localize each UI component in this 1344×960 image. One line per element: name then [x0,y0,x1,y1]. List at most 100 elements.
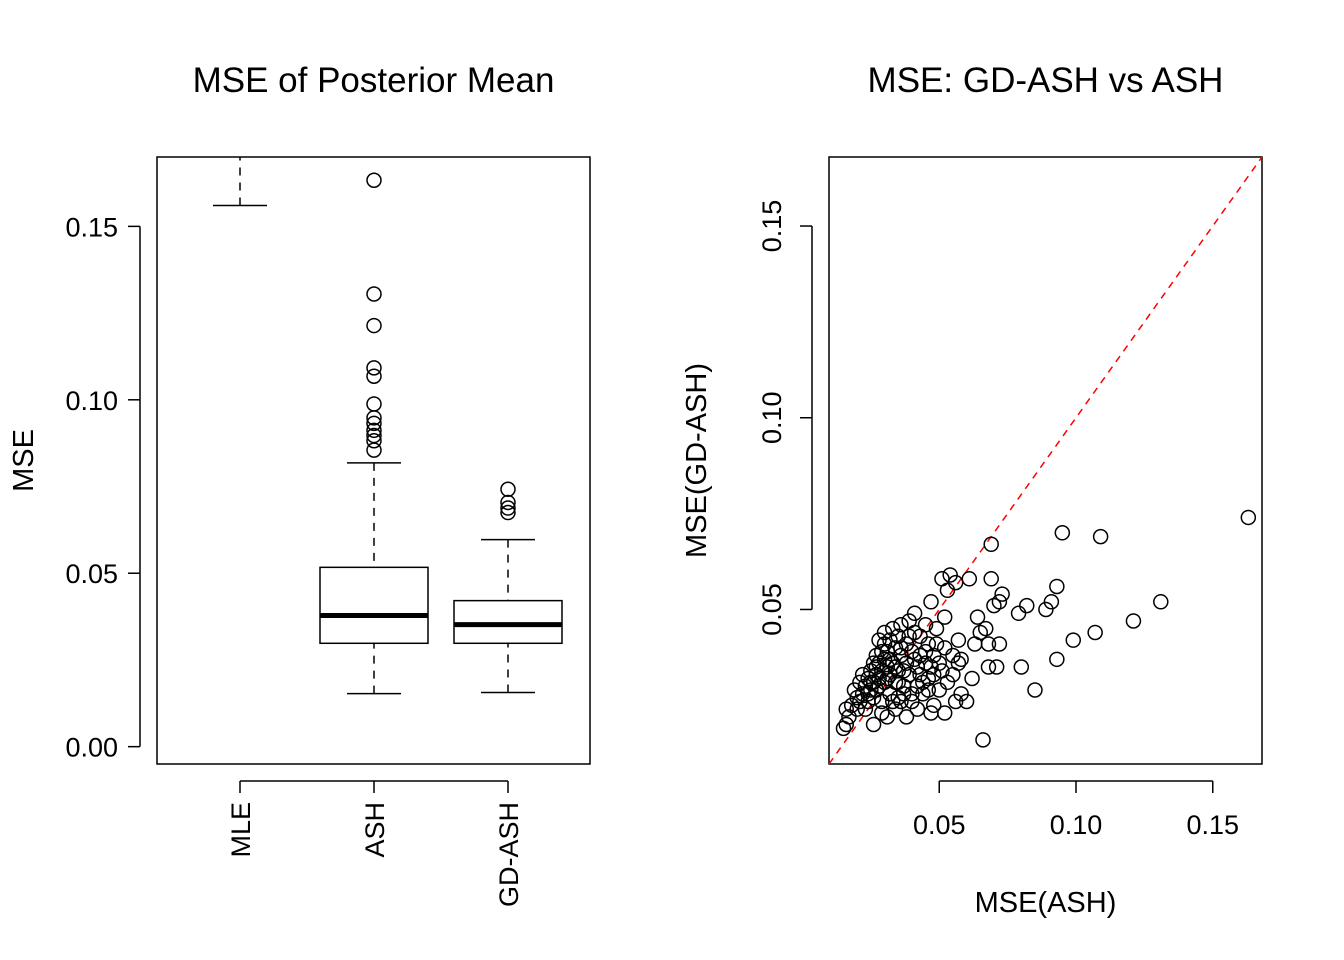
scatter-point [1010,605,1027,622]
scatter-point [934,571,950,587]
y-axis-label: MSE(GD-ASH) [681,363,713,558]
scatter-point [917,643,934,660]
scatter-point [1043,594,1060,610]
scatter-point [967,636,983,652]
outlier-point [366,360,382,376]
scatter-point [860,686,876,702]
x-tick-label: 0.05 [913,810,966,840]
boxplot-panel: MSE of Posterior Mean MSE 0.00 0.05 0.10 0.15… [8,61,591,907]
scatter-point [923,659,939,675]
scatter-point [898,709,915,725]
scatter-point [871,655,887,671]
outlier-point [500,494,516,511]
y-axis-label: MSE [8,429,40,492]
scatter-point [961,571,978,587]
scatter-point [901,628,917,645]
x-tick-label: ASH [360,802,390,858]
box-gd-ash [453,481,563,694]
scatter-point [1027,682,1043,698]
scatter-point [931,682,947,698]
scatter-point [876,624,893,641]
scatter-point [994,586,1010,602]
outlier-point [366,422,382,439]
scatter-point [893,640,909,656]
scatter-point [1125,613,1142,629]
scatter-point [915,674,931,691]
scatter-panel: MSE: GD-ASH vs ASH MSE(ASH) MSE(GD-ASH) 0.0… [681,61,1263,919]
scatter-point [865,716,882,733]
scatter-point [906,651,923,668]
x-tick-label: 0.10 [1050,810,1103,840]
chart-title: MSE of Posterior Mean [193,61,555,100]
scatter-point [923,705,939,721]
scatter-point [871,678,887,694]
outlier-point [500,481,516,498]
scatter-point [926,647,942,664]
scatter-point [849,689,865,706]
outlier-point [500,500,516,516]
scatter-point [893,617,909,633]
scatter-point [1240,509,1257,526]
outlier-point [366,396,382,412]
scatter-point [1065,632,1082,648]
scatter-point [942,567,958,583]
outlier-point [366,368,382,384]
scatter-point [945,647,961,664]
scatter-point [1153,594,1169,610]
scatter-point [936,640,953,656]
box-mle [213,157,267,207]
scatter-point [983,536,999,553]
scatter-point [928,620,945,637]
scatter-point [871,632,887,648]
scatter-point [926,697,942,714]
x-tick-label: MLE [226,802,256,858]
y-tick-label: 0.15 [757,200,787,253]
outlier-point [366,427,382,444]
plot-frame [156,156,591,765]
scatter-point [901,613,917,629]
scatter-point [854,666,871,683]
scatter-point [835,720,852,737]
scatter-point [884,693,901,710]
outlier-point [366,286,382,302]
scatter-point [890,663,906,679]
scatter-point [953,686,969,702]
outlier-point [366,415,382,432]
y-tick-label: 0.00 [65,733,118,763]
outlier-point [500,504,516,521]
scatter-point [939,674,956,691]
points-group [829,157,1262,764]
scatter-point [838,701,854,717]
y-tick-label: 0.10 [757,391,787,444]
scatter-point [912,666,928,683]
y-tick-label: 0.15 [65,212,118,242]
x-tick-label: 0.15 [1186,810,1239,840]
box-iqr [453,599,563,645]
scatter-point [884,620,901,637]
scatter-point [1013,659,1030,675]
scatter-point [945,666,961,683]
scatter-point [893,693,909,710]
x-tick-label: GD-ASH [494,802,524,907]
scatter-point [882,651,898,668]
scatter-point [958,693,975,710]
scatter-point [1038,601,1054,618]
y-tick-label: 0.10 [65,386,118,416]
scatter-point [923,594,939,610]
scatter-point [964,670,980,687]
boxes-group [213,157,563,695]
scatter-point [868,659,885,675]
scatter-point [988,659,1005,675]
scatter-point [1092,528,1109,545]
scatter-point [860,693,876,710]
scatter-point [947,693,964,710]
x-axis-label: MSE(ASH) [975,887,1117,919]
scatter-point [863,674,879,691]
scatter-point [838,716,854,733]
reference-line [829,157,1262,764]
chart-title: MSE: GD-ASH vs ASH [868,61,1224,100]
scatter-point [879,670,896,687]
scatter-point [887,659,904,675]
scatter-point [1049,578,1065,595]
scatter-point [1054,525,1071,541]
